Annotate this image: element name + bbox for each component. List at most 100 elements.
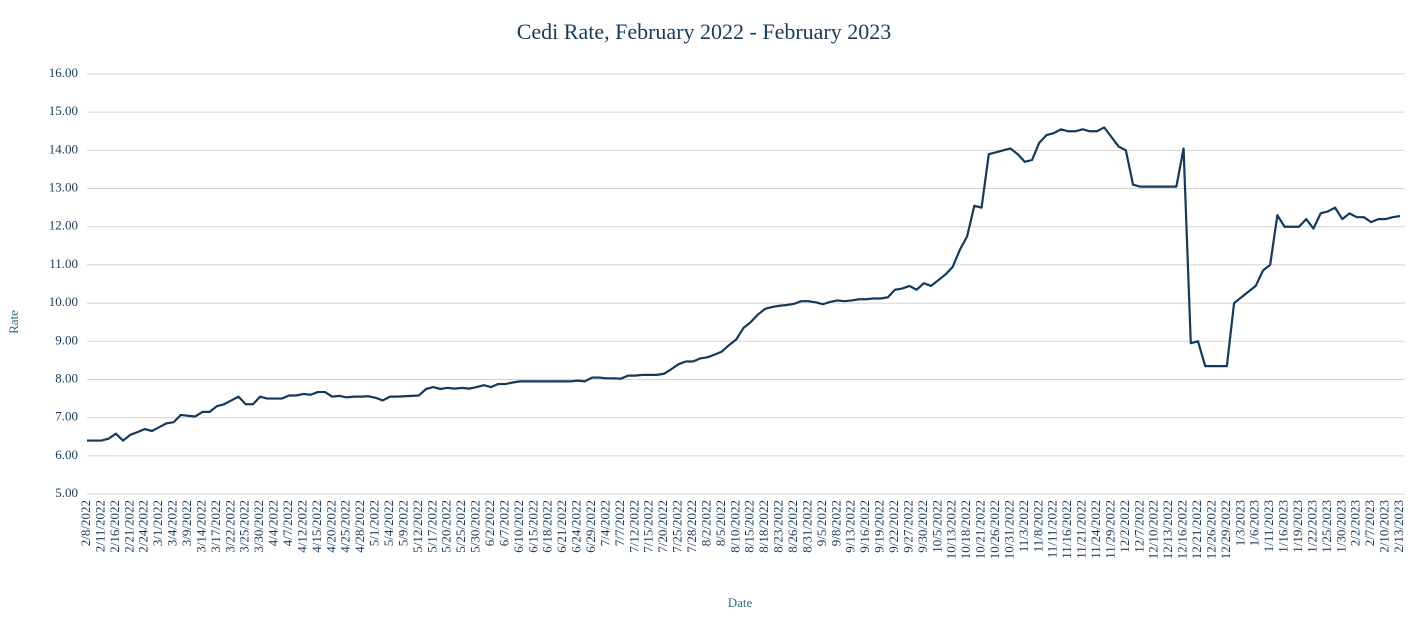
x-tick-label: 7/12/2022: [626, 500, 641, 553]
x-tick-label: 8/31/2022: [799, 500, 814, 553]
x-tick-label: 8/5/2022: [713, 500, 728, 546]
x-tick-label: 6/7/2022: [496, 500, 511, 546]
x-tick-label: 1/19/2023: [1290, 500, 1305, 553]
y-tick-label: 5.00: [55, 485, 78, 500]
x-tick-label: 11/24/2022: [1088, 500, 1103, 559]
x-tick-label: 5/12/2022: [410, 500, 425, 553]
x-tick-label: 7/7/2022: [612, 500, 627, 546]
x-tick-label: 3/30/2022: [251, 500, 266, 553]
x-axis-title: Date: [728, 595, 753, 610]
x-tick-label: 4/25/2022: [338, 500, 353, 553]
y-tick-label: 7.00: [55, 409, 78, 424]
x-tick-label: 5/1/2022: [367, 500, 382, 546]
x-tick-label: 7/20/2022: [655, 500, 670, 553]
x-tick-label: 5/25/2022: [453, 500, 468, 553]
x-tick-label: 10/13/2022: [944, 500, 959, 559]
x-tick-label: 8/10/2022: [727, 500, 742, 553]
x-tick-label: 2/11/2022: [92, 500, 107, 552]
chart-title: Cedi Rate, February 2022 - February 2023: [517, 19, 892, 44]
x-tick-label: 8/23/2022: [771, 500, 786, 553]
x-tick-label: 7/28/2022: [684, 500, 699, 553]
x-tick-label: 10/18/2022: [958, 500, 973, 559]
y-tick-label: 6.00: [55, 447, 78, 462]
y-tick-label: 14.00: [49, 141, 78, 156]
y-tick-label: 13.00: [49, 180, 78, 195]
x-tick-label: 6/29/2022: [583, 500, 598, 553]
x-tick-label: 4/28/2022: [352, 500, 367, 553]
x-tick-label: 8/15/2022: [742, 500, 757, 553]
x-tick-label: 2/13/2023: [1391, 500, 1406, 553]
x-tick-label: 7/25/2022: [670, 500, 685, 553]
y-tick-label: 12.00: [49, 218, 78, 233]
x-tick-label: 6/2/2022: [482, 500, 497, 546]
x-tick-label: 11/29/2022: [1102, 500, 1117, 559]
x-tick-label: 9/13/2022: [843, 500, 858, 553]
x-tick-label: 1/3/2023: [1232, 500, 1247, 546]
x-tick-label: 11/21/2022: [1074, 500, 1089, 559]
x-tick-label: 10/5/2022: [929, 500, 944, 553]
x-tick-label: 6/21/2022: [554, 500, 569, 553]
x-tick-label: 4/4/2022: [266, 500, 281, 546]
x-tick-label: 12/13/2022: [1160, 500, 1175, 559]
x-tick-label: 9/8/2022: [828, 500, 843, 546]
x-tick-label: 3/17/2022: [208, 500, 223, 553]
x-tick-label: 2/24/2022: [136, 500, 151, 553]
x-tick-label: 12/2/2022: [1117, 500, 1132, 553]
x-tick-label: 1/25/2023: [1319, 500, 1334, 553]
x-tick-label: 12/21/2022: [1189, 500, 1204, 559]
x-tick-label: 3/4/2022: [165, 500, 180, 546]
y-tick-label: 16.00: [49, 65, 78, 80]
y-tick-label: 11.00: [49, 256, 78, 271]
x-tick-label: 6/18/2022: [540, 500, 555, 553]
x-tick-label: 4/15/2022: [309, 500, 324, 553]
x-tick-label: 9/5/2022: [814, 500, 829, 546]
x-tick-label: 11/3/2022: [1016, 500, 1031, 552]
x-tick-label: 12/7/2022: [1131, 500, 1146, 553]
x-tick-label: 4/20/2022: [323, 500, 338, 553]
x-tick-label: 12/29/2022: [1218, 500, 1233, 559]
x-tick-label: 1/16/2023: [1276, 500, 1291, 553]
x-tick-label: 4/7/2022: [280, 500, 295, 546]
x-tick-label: 3/9/2022: [179, 500, 194, 546]
x-tick-label: 2/2/2023: [1348, 500, 1363, 546]
x-tick-label: 12/10/2022: [1146, 500, 1161, 559]
x-tick-label: 5/4/2022: [381, 500, 396, 546]
x-tick-label: 10/31/2022: [1001, 500, 1016, 559]
x-tick-label: 2/10/2023: [1377, 500, 1392, 553]
x-tick-label: 12/16/2022: [1175, 500, 1190, 559]
x-tick-label: 5/9/2022: [395, 500, 410, 546]
x-tick-label: 3/14/2022: [193, 500, 208, 553]
x-tick-label: 9/19/2022: [872, 500, 887, 553]
x-tick-label: 6/10/2022: [511, 500, 526, 553]
y-tick-label: 9.00: [55, 332, 78, 347]
x-tick-label: 1/22/2023: [1304, 500, 1319, 553]
x-tick-label: 3/1/2022: [150, 500, 165, 546]
x-tick-label: 7/15/2022: [641, 500, 656, 553]
x-tick-label: 1/30/2023: [1333, 500, 1348, 553]
x-tick-label: 1/6/2023: [1247, 500, 1262, 546]
x-tick-label: 6/24/2022: [569, 500, 584, 553]
x-tick-label: 9/22/2022: [886, 500, 901, 553]
x-tick-label: 8/2/2022: [698, 500, 713, 546]
x-tick-label: 11/16/2022: [1059, 500, 1074, 559]
x-tick-label: 9/30/2022: [915, 500, 930, 553]
x-tick-label: 2/21/2022: [121, 500, 136, 553]
x-tick-label: 9/16/2022: [857, 500, 872, 553]
x-tick-label: 2/7/2023: [1362, 500, 1377, 546]
x-tick-label: 2/8/2022: [78, 500, 93, 546]
x-tick-label: 10/21/2022: [973, 500, 988, 559]
x-tick-label: 5/20/2022: [439, 500, 454, 553]
x-tick-label: 11/11/2022: [1045, 500, 1060, 558]
x-tick-label: 8/26/2022: [785, 500, 800, 553]
x-tick-label: 12/26/2022: [1203, 500, 1218, 559]
x-tick-label: 6/15/2022: [525, 500, 540, 553]
x-tick-label: 7/4/2022: [597, 500, 612, 546]
x-tick-label: 2/16/2022: [107, 500, 122, 553]
data-line: [87, 126, 1401, 442]
x-tick-label: 10/26/2022: [987, 500, 1002, 559]
x-tick-label: 5/17/2022: [424, 500, 439, 553]
x-tick-label: 4/12/2022: [294, 500, 309, 553]
x-tick-label: 8/18/2022: [756, 500, 771, 553]
